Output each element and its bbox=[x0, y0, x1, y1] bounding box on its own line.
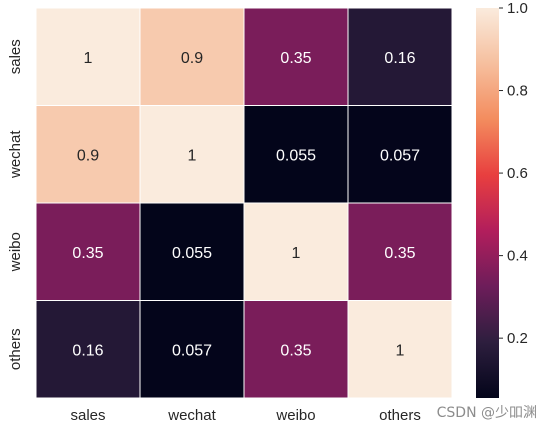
heatmap-cell-weibo-others bbox=[347, 202, 453, 301]
x-tick-label-sales: sales bbox=[70, 407, 105, 424]
cell-value-label: 1 bbox=[396, 342, 405, 359]
cell-value-label: 0.35 bbox=[280, 342, 311, 359]
colorbar-tick-label: 0.2 bbox=[507, 330, 528, 347]
cell-value-label: 0.055 bbox=[172, 245, 212, 262]
heatmap-cell-sales-sales bbox=[35, 7, 141, 106]
y-tick-label-wechat: wechat bbox=[7, 130, 24, 179]
cell-value-label: 1 bbox=[84, 50, 93, 67]
x-tick-label-weibo: weibo bbox=[275, 407, 315, 424]
cell-value-label: 0.057 bbox=[172, 342, 212, 359]
x-tick-label-wechat: wechat bbox=[167, 407, 216, 424]
y-tick-label-sales: sales bbox=[7, 39, 24, 74]
cell-value-label: 1 bbox=[292, 245, 301, 262]
cell-value-label: 0.055 bbox=[276, 147, 316, 164]
cell-value-label: 0.057 bbox=[380, 147, 420, 164]
heatmap-cell-others-others bbox=[347, 300, 453, 399]
x-axis-tick-labels: sales wechat weibo others bbox=[70, 407, 420, 424]
heatmap-cell-others-wechat bbox=[139, 300, 245, 399]
colorbar-tick-labels: 0.2 0.4 0.6 0.8 1.0 bbox=[499, 0, 528, 347]
cell-value-label: 0.16 bbox=[72, 342, 103, 359]
cell-value-label: 0.35 bbox=[280, 50, 311, 67]
cell-value-label: 1 bbox=[188, 147, 197, 164]
cell-value-label: 0.9 bbox=[77, 147, 99, 164]
cell-value-label: 0.16 bbox=[384, 50, 415, 67]
heatmap-cell-wechat-others bbox=[347, 105, 453, 204]
colorbar-tick-label: 0.8 bbox=[507, 83, 528, 100]
colorbar-tick-label: 0.6 bbox=[507, 165, 528, 182]
y-axis-tick-labels: sales wechat weibo others bbox=[7, 39, 24, 370]
heatmap-cell-sales-weibo bbox=[243, 7, 349, 106]
heatmap-cell-labels: 1 0.9 0.35 0.16 0.9 1 0.055 0.057 0.35 0.055 1 0.35… bbox=[72, 50, 420, 360]
heatmap-cell-others-sales bbox=[35, 300, 141, 399]
heatmap-cell-others-weibo bbox=[243, 300, 349, 399]
cell-value-label: 0.35 bbox=[384, 245, 415, 262]
y-tick-label-others: others bbox=[7, 328, 24, 370]
colorbar-tick-label: 0.4 bbox=[507, 248, 528, 265]
x-tick-label-others: others bbox=[379, 407, 421, 424]
heatmap-cell-wechat-sales bbox=[35, 105, 141, 204]
heatmap-cell-sales-others bbox=[347, 7, 453, 106]
colorbar bbox=[476, 8, 499, 398]
heatmap-cell-weibo-wechat bbox=[139, 202, 245, 301]
heatmap-cells bbox=[35, 7, 453, 399]
watermark: CSDN @少吅渊 bbox=[436, 405, 537, 421]
colorbar-tick-label: 1.0 bbox=[507, 0, 528, 17]
heatmap-cell-sales-wechat bbox=[139, 7, 245, 106]
heatmap-cell-wechat-wechat bbox=[139, 105, 245, 204]
cell-value-label: 0.35 bbox=[72, 245, 103, 262]
cell-value-label: 0.9 bbox=[181, 50, 203, 67]
y-tick-label-weibo: weibo bbox=[7, 232, 24, 272]
